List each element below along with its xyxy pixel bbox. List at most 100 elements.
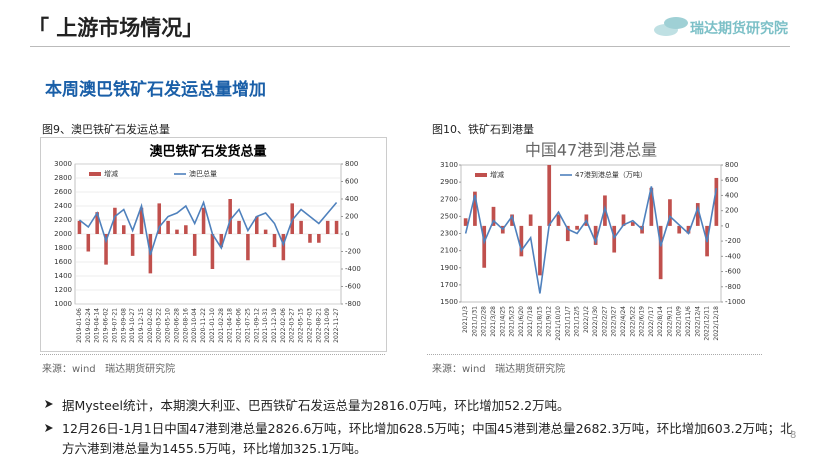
bar bbox=[334, 220, 339, 234]
bar bbox=[695, 203, 700, 226]
chart: 澳巴铁矿石发货总量1000120014001600180020002200240… bbox=[40, 137, 387, 352]
x-tick-label: 2021/1/31 bbox=[471, 306, 478, 337]
chart: 中国47港到港总量 1500 1700 1900 2100 2300 2500 2700 290… bbox=[440, 141, 745, 341]
bar bbox=[463, 218, 468, 226]
bar bbox=[184, 225, 188, 234]
x-tick-label: 2019-01-06 bbox=[76, 308, 83, 343]
bar bbox=[237, 220, 241, 234]
x-tick-label: 2021/12/5 bbox=[574, 306, 581, 337]
x-tick-label: 2021/3/28 bbox=[490, 306, 497, 337]
y-tick-label: 2900 bbox=[440, 178, 458, 186]
bar bbox=[219, 234, 224, 248]
bar bbox=[491, 206, 496, 226]
header-title: 「 上游市场情况」 bbox=[28, 16, 204, 40]
x-tick-label: 2019-09-08 bbox=[120, 308, 127, 343]
y-tick-label: 2400 bbox=[54, 202, 72, 210]
x-tick-label: 2021-06-06 bbox=[236, 308, 243, 343]
y-tick-label: 1200 bbox=[54, 286, 72, 294]
legend-label: 增减 bbox=[490, 170, 504, 179]
subtitle: 本周澳巴铁矿石发运总量增加 bbox=[45, 80, 266, 100]
y-tick-label: 3000 bbox=[54, 160, 72, 168]
x-tick-label: 2022/12/18 bbox=[713, 306, 720, 341]
y-tick-label: 2000 bbox=[54, 230, 72, 238]
bar bbox=[658, 225, 663, 280]
figure-caption: 图9、澳巴铁矿石发运总量 bbox=[42, 123, 170, 136]
bar bbox=[714, 177, 719, 226]
x-tick-label: 2019-07-21 bbox=[111, 308, 118, 343]
bar bbox=[528, 214, 533, 226]
x-tick-label: 2022/6/19 bbox=[639, 306, 646, 337]
logo-icon bbox=[654, 17, 688, 36]
bar bbox=[565, 225, 570, 242]
legend-label: 47港到港总量（万吨） bbox=[575, 170, 647, 179]
bar bbox=[299, 220, 303, 234]
y2-tick-label: 200 bbox=[345, 213, 358, 221]
x-tick-label: 2021/5/23 bbox=[509, 306, 516, 337]
bullet-icon bbox=[45, 400, 53, 408]
x-tick-label: 2022-03-27 bbox=[289, 308, 296, 343]
page-number: 8 bbox=[790, 430, 797, 441]
x-tick-label: 2022/7/17 bbox=[648, 306, 655, 337]
x-tick-label: 2021/6/20 bbox=[518, 306, 525, 337]
y-tick-label: 2200 bbox=[54, 216, 72, 224]
bar bbox=[538, 225, 542, 276]
bar bbox=[473, 191, 477, 226]
x-tick-label: 2020-03-22 bbox=[156, 308, 163, 343]
x-tick-label: 2020-05-10 bbox=[165, 308, 172, 343]
bar bbox=[246, 234, 250, 261]
legend-label: 澳巴总量 bbox=[189, 169, 217, 178]
y-tick-label: 2800 bbox=[54, 174, 72, 182]
x-tick-label: 2019-12-15 bbox=[138, 308, 145, 343]
chart-title: 澳巴铁矿石发货总量 bbox=[149, 144, 266, 160]
x-tick-label: 2022-08-21 bbox=[315, 308, 322, 343]
divider bbox=[40, 354, 385, 355]
bar bbox=[201, 207, 206, 234]
x-tick-label: 2021/11/7 bbox=[564, 306, 571, 337]
x-tick-label: 2020-11-22 bbox=[200, 308, 207, 343]
y-tick-label: 2300 bbox=[440, 230, 458, 238]
x-tick-label: 2022-11-27 bbox=[333, 308, 340, 343]
legend-swatch bbox=[475, 173, 487, 177]
x-tick-label: 2021-01-10 bbox=[209, 308, 216, 343]
x-tick-label: 2020-02-02 bbox=[147, 308, 154, 343]
bar bbox=[621, 214, 626, 226]
y2-tick-label: -200 bbox=[345, 248, 361, 256]
bar bbox=[166, 220, 170, 234]
y2-tick-label: 600 bbox=[345, 178, 358, 186]
y-tick-label: 1800 bbox=[54, 244, 72, 252]
bar bbox=[519, 225, 524, 257]
y-tick-label: 1900 bbox=[440, 264, 458, 272]
bullet-icon bbox=[45, 424, 53, 432]
x-tick-label: 2022/8/14 bbox=[657, 306, 664, 337]
x-tick-label: 2021/4/25 bbox=[499, 306, 506, 337]
bar bbox=[308, 234, 312, 243]
y2-tick-label: -200 bbox=[725, 237, 741, 245]
y2-tick-label: 800 bbox=[345, 160, 358, 168]
bar bbox=[139, 207, 144, 234]
legend-swatch bbox=[89, 172, 101, 176]
x-tick-label: 2022-05-15 bbox=[298, 308, 305, 343]
x-tick-label: 2021-04-18 bbox=[227, 308, 234, 343]
bar bbox=[210, 234, 215, 269]
y2-tick-label: 0 bbox=[345, 230, 349, 238]
x-tick-label: 2021-07-25 bbox=[244, 308, 251, 343]
legend-label: 增减 bbox=[104, 169, 118, 178]
x-tick-label: 2019-02-24 bbox=[85, 308, 92, 343]
y-tick-label: 1500 bbox=[440, 298, 458, 306]
bar bbox=[77, 220, 82, 234]
y2-tick-label: -400 bbox=[345, 265, 361, 273]
y-tick-label: 1700 bbox=[440, 281, 458, 289]
bar bbox=[228, 199, 232, 234]
bar bbox=[157, 203, 162, 234]
x-tick-label: 2022/5/22 bbox=[629, 306, 636, 337]
x-tick-label: 2021/2/28 bbox=[481, 306, 488, 337]
x-tick-label: 2022/4/24 bbox=[620, 306, 627, 337]
bar bbox=[263, 229, 268, 234]
bar bbox=[192, 234, 197, 256]
bar bbox=[121, 225, 126, 234]
y2-tick-label: 0 bbox=[725, 222, 729, 230]
x-tick-label: 2021-09-12 bbox=[253, 308, 260, 343]
plot-area bbox=[460, 164, 722, 303]
bar bbox=[281, 234, 286, 261]
x-tick-label: 2021-12-19 bbox=[271, 308, 278, 343]
